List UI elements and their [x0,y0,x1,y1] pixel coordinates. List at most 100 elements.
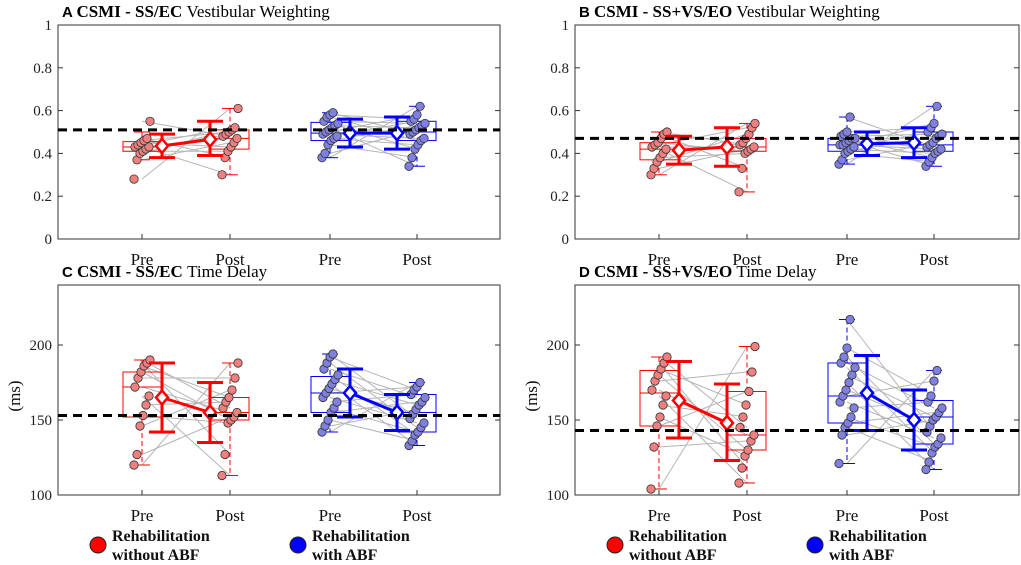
legend-label-line2: with ABF [829,547,895,564]
data-point [129,174,139,184]
mean-connector [678,399,728,425]
mean-connector [349,391,398,414]
data-point [936,144,946,154]
subject-line [329,120,418,124]
legend-right: Rehabilitation without ABF Rehabilitation w… [606,528,927,564]
x-tick-label: Pre [836,250,859,269]
data-point [846,412,856,422]
subject-line [846,319,935,433]
data-point [926,391,936,401]
y-tick-label: 200 [30,338,53,354]
legend-label-line2: with ABF [312,547,378,564]
legend-label-line2: without ABF [629,547,717,564]
subject-line [658,148,748,193]
data-point [415,101,425,111]
data-point [658,400,668,410]
y-axis-label: (ms) [522,380,541,411]
plot-area [57,284,501,496]
data-point [839,352,849,362]
data-point [842,343,852,353]
data-point [734,187,744,197]
data-point [332,131,342,141]
data-point [661,144,671,154]
y-tick-label: 0.4 [550,146,569,162]
data-point [741,400,751,410]
subject-line [141,389,231,427]
data-point [130,382,140,392]
data-point [937,403,947,413]
panel-letter: D [579,264,594,281]
mean-marker [154,388,170,407]
legend-label-line2: without ABF [112,547,200,564]
data-point [845,112,855,122]
data-point [230,373,240,383]
panel-letter: C [62,264,77,281]
y-tick-label: 0.2 [33,189,52,205]
group-with-abf [827,314,954,475]
y-tick-label: 150 [547,413,570,429]
data-point [135,421,145,431]
mean-marker [202,130,218,149]
mean-marker [859,384,875,402]
mean-marker [719,138,735,156]
data-point [652,421,662,431]
x-tick-label: Pre [319,506,342,525]
x-tick-label: Post [919,250,949,269]
data-point [661,391,671,401]
subject-line [329,401,418,413]
legend-label-line1: Rehabilitation [629,528,727,545]
subject-line [846,370,935,464]
subject-line [329,137,418,146]
y-tick-label: 1 [45,18,53,34]
subject-line [658,391,748,427]
x-tick-label: Pre [131,250,154,269]
data-point [646,484,656,494]
group-with-abf [827,101,954,171]
plot-area [574,284,1020,496]
subject-line [658,127,748,146]
subject-line [846,382,935,470]
x-tick-label: Post [732,250,762,269]
data-point [142,133,152,144]
subject-line [846,356,935,445]
subject-line [658,440,748,448]
y-tick-label: 0.8 [550,61,569,77]
data-point [834,458,844,469]
data-point [842,127,852,137]
subject-line [329,374,418,436]
data-point [217,470,227,481]
panel-d: 100 150 200 (ms) Pre Post Pre Post D CSMI - SS+V… [522,262,1020,525]
legend-marker [806,536,824,554]
subject-line [329,397,418,424]
data-point [647,385,657,395]
mean-connector [866,141,915,146]
subject-line [329,379,418,406]
mean-connector [161,138,211,148]
subject-line [846,148,935,154]
panel-letter: B [579,4,594,21]
mean-marker [154,136,170,155]
data-point [407,153,417,163]
data-point [420,118,430,129]
subject-line [658,356,748,428]
subject-line [329,362,418,428]
data-point [750,118,760,129]
panel-letter: A [62,4,76,21]
subject-line [141,395,231,476]
data-point [932,365,942,376]
panel-a: 0 0.2 0.4 0.6 0.8 1 Pre Post Pre Post A CSMI - SS/… [33,2,501,269]
data-point [737,463,747,473]
subject-line [846,412,935,424]
data-point [145,116,155,126]
y-tick-label: 1 [562,18,570,34]
mean-marker [859,134,875,153]
data-point [932,101,942,111]
y-tick-label: 0.2 [550,189,569,205]
y-tick-label: 100 [30,488,53,504]
y-tick-label: 0.6 [550,104,569,120]
subject-line [329,353,418,419]
subject-line [846,133,935,137]
y-tick-label: 0 [45,232,53,248]
y-tick-label: 0.6 [33,104,52,120]
data-point [217,170,227,180]
